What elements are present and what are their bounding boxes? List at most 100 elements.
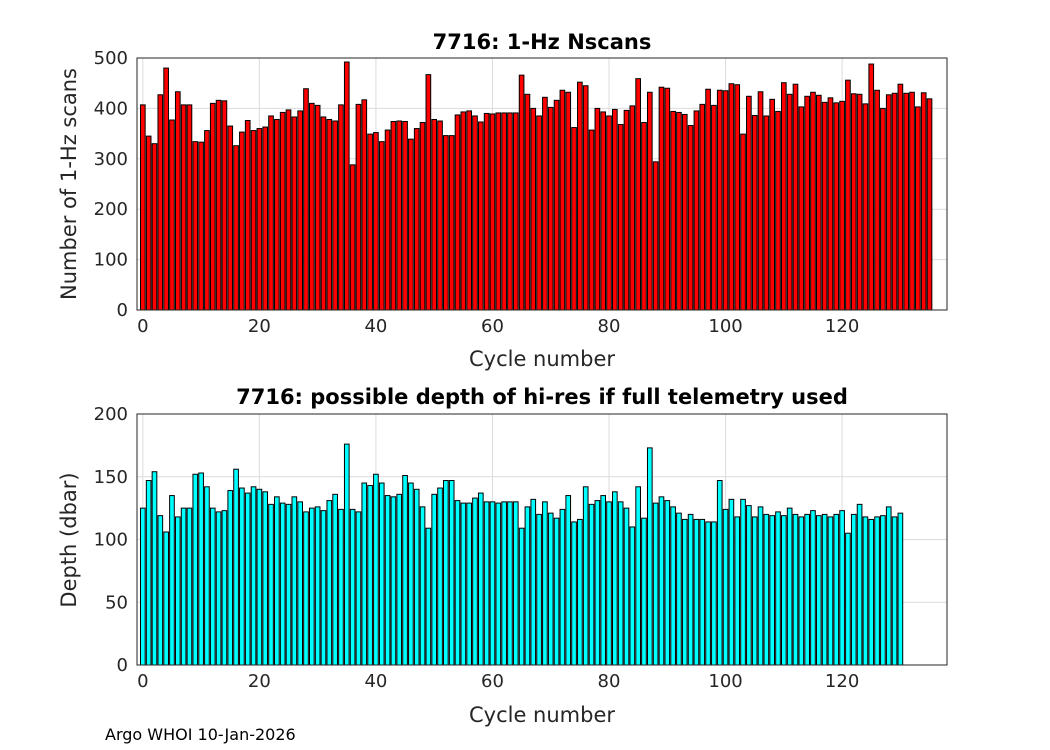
nscans-bar — [687, 125, 694, 311]
depth-bar — [547, 512, 554, 666]
nscans-bar — [186, 104, 193, 311]
nscans-bar — [763, 115, 770, 311]
depth-bar — [454, 500, 461, 666]
nscans-bar — [483, 112, 490, 311]
nscans-bar — [868, 63, 875, 311]
nscans-bar — [291, 116, 298, 311]
nscans-bar — [769, 98, 776, 311]
depth-bar — [821, 513, 828, 666]
nscans-x-tick-labels: 0 20 40 60 80 100 120 — [137, 316, 859, 337]
nscans-bar — [501, 112, 507, 311]
nscans-bar — [711, 104, 717, 311]
nscans-bar — [909, 91, 915, 311]
nscans-bar — [373, 132, 379, 311]
depth-bar — [524, 506, 531, 666]
depth-y-tick-label: 0 — [117, 655, 128, 676]
depth-bar — [198, 472, 204, 666]
depth-bar — [891, 516, 898, 666]
nscans-x-tick-label: 120 — [825, 316, 859, 337]
nscans-bar — [571, 127, 577, 311]
depth-bar — [204, 486, 210, 666]
nscans-bar — [169, 119, 175, 311]
nscans-bar — [652, 161, 659, 311]
nscans-bar — [332, 120, 338, 311]
depth-bar — [157, 515, 164, 666]
depth-bar — [798, 516, 805, 666]
nscans-y-tick-label: 300 — [94, 149, 128, 170]
nscans-bar — [792, 83, 799, 311]
nscans-bar — [646, 91, 653, 311]
nscans-bar — [174, 91, 181, 311]
depth-bar — [897, 512, 904, 666]
depth-bar — [553, 517, 560, 666]
depth-x-tick-label: 0 — [137, 671, 148, 692]
depth-bar — [874, 516, 880, 666]
nscans-bar — [308, 102, 315, 311]
depth-x-tick-label: 60 — [481, 671, 504, 692]
nscans-bar — [419, 122, 426, 311]
depth-bar — [262, 491, 269, 666]
depth-bar — [641, 517, 647, 666]
nscans-bar — [833, 102, 840, 311]
depth-bar — [489, 501, 496, 666]
nscans-bar — [582, 85, 589, 311]
depth-bar — [477, 492, 484, 666]
depth-bar — [757, 506, 764, 666]
depth-bar — [880, 515, 886, 666]
nscans-bar — [285, 109, 292, 311]
depth-bar — [542, 501, 548, 666]
depth-bar — [174, 516, 181, 666]
depth-bar — [862, 516, 869, 666]
nscans-bar — [157, 94, 164, 311]
nscans-bar — [413, 128, 420, 311]
nscans-bar — [396, 120, 403, 311]
depth-chart: 0 20 40 60 80 100 120 0 50 100 150 200 7716: possi… — [57, 385, 948, 727]
depth-bar — [676, 512, 682, 666]
depth-bar — [664, 500, 671, 666]
nscans-bar — [553, 99, 560, 311]
nscans-bar — [268, 115, 274, 311]
nscans-bar — [547, 106, 554, 311]
nscans-bar — [699, 103, 706, 311]
depth-bar — [338, 508, 344, 666]
depth-axes-frame — [136, 413, 948, 666]
nscans-bar — [180, 104, 187, 311]
nscans-y-tick-label: 500 — [94, 48, 128, 69]
nscans-bar — [367, 133, 373, 311]
nscans-bar — [378, 141, 385, 311]
nscans-bar — [139, 104, 146, 311]
depth-bar — [629, 526, 636, 666]
nscans-bar — [320, 116, 327, 311]
nscans-bar — [443, 135, 449, 311]
nscans-y-tick-label: 0 — [117, 300, 128, 321]
nscans-chart: 0 20 40 60 80 100 120 0 100 200 300 400 500 7716: 1… — [57, 30, 948, 371]
depth-bar — [256, 488, 263, 666]
depth-bar — [804, 513, 810, 666]
nscans-bar — [734, 84, 741, 311]
depth-bar — [617, 501, 624, 666]
depth-bar — [483, 501, 490, 666]
nscans-bar — [250, 130, 257, 311]
nscans-bar — [617, 124, 624, 311]
nscans-bar — [786, 93, 793, 311]
depth-y-tick-label: 50 — [105, 592, 128, 613]
depth-bar — [308, 507, 315, 666]
nscans-bar — [827, 97, 834, 311]
depth-bar — [408, 482, 414, 666]
depth-x-tick-label: 120 — [825, 671, 859, 692]
depth-bar — [612, 491, 618, 666]
nscans-bar — [781, 82, 787, 311]
depth-bar — [536, 513, 542, 666]
nscans-bar — [314, 104, 321, 311]
depth-x-tick-label: 100 — [708, 671, 742, 692]
nscans-bar — [361, 99, 368, 311]
depth-bar — [740, 498, 746, 666]
depth-bar — [850, 513, 857, 666]
depth-bar — [448, 480, 455, 666]
depth-title: 7716: possible depth of hi-res if full t… — [236, 385, 848, 409]
nscans-y-tick-labels: 0 100 200 300 400 500 — [94, 48, 128, 321]
nscans-bar — [192, 141, 199, 311]
depth-bar — [623, 507, 630, 666]
depth-bar — [139, 507, 146, 666]
depth-bar — [285, 503, 292, 666]
